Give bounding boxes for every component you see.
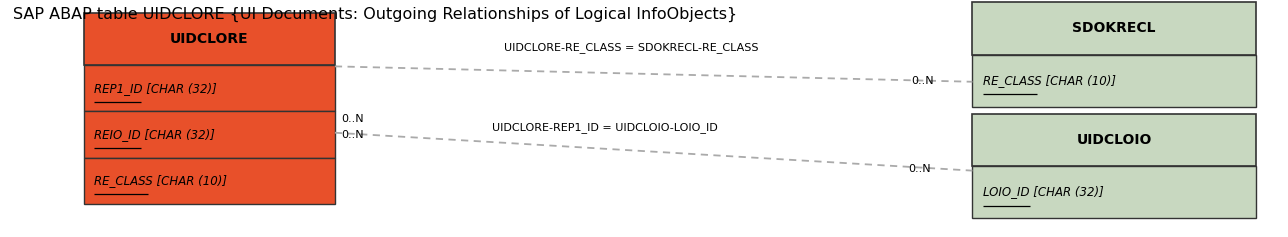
Text: RE_CLASS [CHAR (10)]: RE_CLASS [CHAR (10)] <box>983 74 1115 87</box>
FancyBboxPatch shape <box>84 13 335 65</box>
FancyBboxPatch shape <box>84 158 335 204</box>
Text: 0..N: 0..N <box>341 130 365 140</box>
Text: UIDCLORE-RE_CLASS = SDOKRECL-RE_CLASS: UIDCLORE-RE_CLASS = SDOKRECL-RE_CLASS <box>504 42 759 53</box>
Text: SDOKRECL: SDOKRECL <box>1073 21 1155 36</box>
Text: RE_CLASS [CHAR (10)]: RE_CLASS [CHAR (10)] <box>94 174 227 187</box>
FancyBboxPatch shape <box>972 114 1256 166</box>
Text: 0..N: 0..N <box>908 164 931 174</box>
FancyBboxPatch shape <box>972 2 1256 55</box>
Text: 0..N: 0..N <box>911 76 934 86</box>
FancyBboxPatch shape <box>84 65 335 111</box>
FancyBboxPatch shape <box>972 55 1256 107</box>
Text: 0..N: 0..N <box>341 114 365 123</box>
Text: REIO_ID [CHAR (32)]: REIO_ID [CHAR (32)] <box>94 128 215 141</box>
FancyBboxPatch shape <box>84 111 335 158</box>
Text: UIDCLORE: UIDCLORE <box>170 32 249 46</box>
Text: UIDCLORE-REP1_ID = UIDCLOIO-LOIO_ID: UIDCLORE-REP1_ID = UIDCLOIO-LOIO_ID <box>492 123 719 133</box>
Text: REP1_ID [CHAR (32)]: REP1_ID [CHAR (32)] <box>94 82 216 95</box>
Text: UIDCLOIO: UIDCLOIO <box>1077 133 1151 147</box>
FancyBboxPatch shape <box>972 166 1256 218</box>
Text: SAP ABAP table UIDCLORE {UI Documents: Outgoing Relationships of Logical InfoObj: SAP ABAP table UIDCLORE {UI Documents: O… <box>13 7 737 22</box>
Text: LOIO_ID [CHAR (32)]: LOIO_ID [CHAR (32)] <box>983 186 1104 198</box>
